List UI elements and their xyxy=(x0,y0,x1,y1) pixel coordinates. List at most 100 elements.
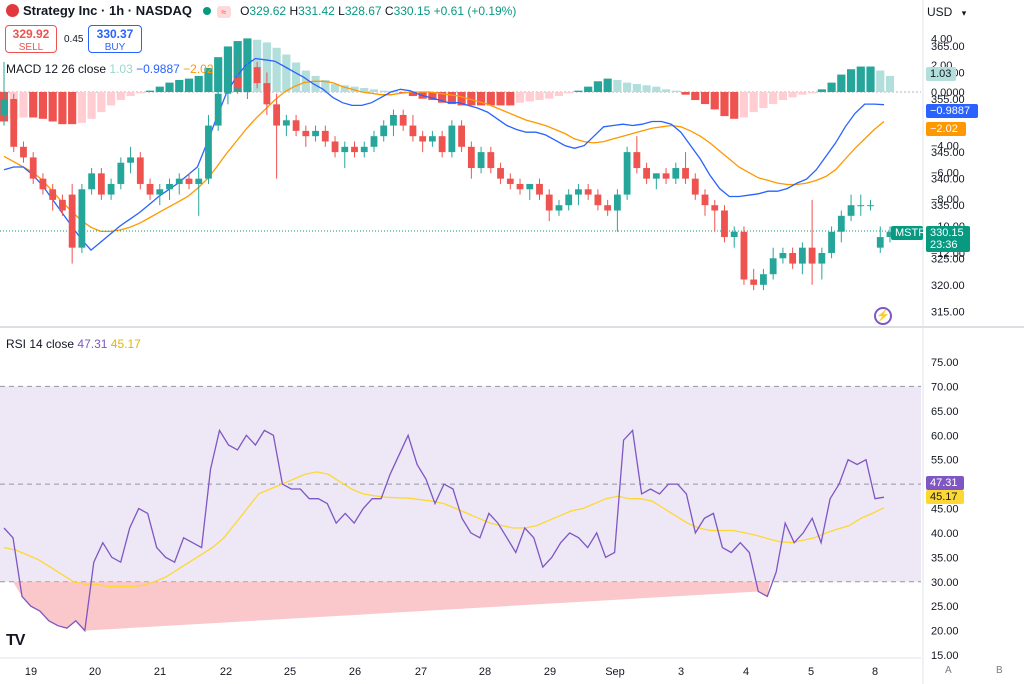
candle-body xyxy=(0,99,8,115)
candle-body xyxy=(730,231,738,238)
candle-body xyxy=(876,237,884,248)
candle-body xyxy=(195,178,203,184)
macd-histogram-bar xyxy=(175,79,184,92)
candle-body xyxy=(341,146,349,153)
macd-histogram-bar xyxy=(107,92,116,106)
sell-button[interactable]: 329.92 SELL xyxy=(5,25,57,53)
macd-hist-value: 1.03 xyxy=(109,62,133,76)
candle-body xyxy=(613,194,621,211)
symbol-title[interactable]: Strategy Inc · 1h · NASDAQ xyxy=(23,3,193,18)
currency-select[interactable]: USD ▾ xyxy=(927,2,971,22)
candle-body xyxy=(438,136,446,153)
macd-histogram-bar xyxy=(584,86,593,92)
macd-histogram-bar xyxy=(77,92,86,123)
scale-auto-button[interactable]: A xyxy=(945,665,952,676)
macd-histogram-bar xyxy=(184,78,194,92)
candle-body xyxy=(555,205,563,211)
time-axis-tick: 3 xyxy=(678,666,684,678)
candle-body xyxy=(477,152,485,169)
time-axis-tick: 26 xyxy=(349,666,361,678)
macd-histogram-bar xyxy=(827,82,836,92)
sell-label: SELL xyxy=(18,42,44,53)
macd-histogram-bar xyxy=(603,78,612,92)
market-status-icon xyxy=(203,7,212,15)
candle-body xyxy=(652,173,660,179)
candle-body xyxy=(214,93,222,126)
candle-body xyxy=(419,136,427,142)
rsi-axis-tick: 20.00 xyxy=(931,626,959,638)
candle-body xyxy=(575,189,582,195)
candle-body xyxy=(78,189,86,248)
macd-hist-tag: 1.03 xyxy=(926,67,956,81)
candle-body xyxy=(146,183,154,195)
macd-histogram-bar xyxy=(29,92,38,118)
candle-body xyxy=(584,189,592,195)
macd-histogram-bar xyxy=(632,83,641,92)
candle-body xyxy=(409,125,417,137)
lightning-icon[interactable]: ⚡ xyxy=(874,307,892,325)
candle-body xyxy=(292,120,300,131)
macd-histogram-bar xyxy=(369,89,379,92)
rsi-ma-value-header: 45.17 xyxy=(110,337,141,351)
candle-body xyxy=(399,114,407,126)
macd-histogram-bar xyxy=(282,54,291,92)
candle-body xyxy=(234,77,242,89)
candle-body xyxy=(312,130,319,137)
macd-histogram-bar xyxy=(817,89,826,92)
macd-histogram-bar xyxy=(535,92,544,101)
rsi-title[interactable]: RSI 14 close xyxy=(6,337,75,351)
candle-body xyxy=(380,125,388,137)
candle-body xyxy=(273,104,281,126)
low-value: 328.67 xyxy=(344,4,382,18)
time-axis-tick: 22 xyxy=(220,666,232,678)
replay-icon[interactable]: ≈ xyxy=(216,6,231,18)
candle-body xyxy=(623,152,631,195)
macd-signal-value: −2.02 xyxy=(183,62,214,76)
candle-body xyxy=(175,178,183,184)
macd-title[interactable]: MACD 12 26 close xyxy=(6,62,107,76)
macd-line xyxy=(3,57,885,251)
candle-body xyxy=(224,77,232,94)
time-axis-tick: 19 xyxy=(25,666,37,678)
candle-body xyxy=(97,173,105,195)
macd-histogram-bar xyxy=(671,90,680,92)
rsi-axis-tick: 70.00 xyxy=(931,381,959,393)
macd-histogram-bar xyxy=(876,70,885,92)
rsi-value-tag: 47.31 xyxy=(926,476,964,490)
spread-value: 0.45 xyxy=(64,34,84,45)
rsi-oversold-fill xyxy=(12,581,770,631)
macd-histogram-bar xyxy=(428,92,437,101)
macd-histogram-bar xyxy=(379,90,388,92)
candle-body xyxy=(779,252,787,259)
candle-body xyxy=(360,146,368,153)
candle-body xyxy=(886,231,894,238)
macd-histogram-bar xyxy=(798,92,807,95)
price-axis-tick: 345.00 xyxy=(931,147,965,159)
candle-body xyxy=(127,157,134,163)
close-value: 330.15 xyxy=(393,4,431,18)
candle-body xyxy=(633,152,641,169)
macd-histogram-bar xyxy=(126,92,135,97)
macd-histogram-bar xyxy=(311,75,320,92)
macd-histogram-bar xyxy=(291,62,301,92)
candle-body xyxy=(760,274,767,285)
macd-axis-tick: 4.00 xyxy=(931,33,952,45)
macd-histogram-bar xyxy=(272,47,281,92)
macd-histogram-bar xyxy=(778,92,787,101)
countdown-value: 23:36 xyxy=(930,239,958,251)
candle-body xyxy=(467,146,475,169)
scale-log-button[interactable]: B xyxy=(996,665,1003,676)
macd-histogram-bar xyxy=(155,86,164,92)
buy-button[interactable]: 330.37 BUY xyxy=(88,25,142,53)
close-label: C xyxy=(384,4,394,18)
time-axis-tick: 4 xyxy=(743,666,749,678)
candle-body xyxy=(506,178,514,184)
macd-histogram-bar xyxy=(749,92,758,113)
macd-line-value: −0.9887 xyxy=(136,62,180,76)
macd-histogram-bar xyxy=(661,89,671,92)
macd-histogram-bar xyxy=(856,66,865,92)
macd-histogram-bar xyxy=(467,92,476,106)
macd-histogram-bar xyxy=(38,92,48,119)
macd-histogram-bar xyxy=(515,92,525,103)
